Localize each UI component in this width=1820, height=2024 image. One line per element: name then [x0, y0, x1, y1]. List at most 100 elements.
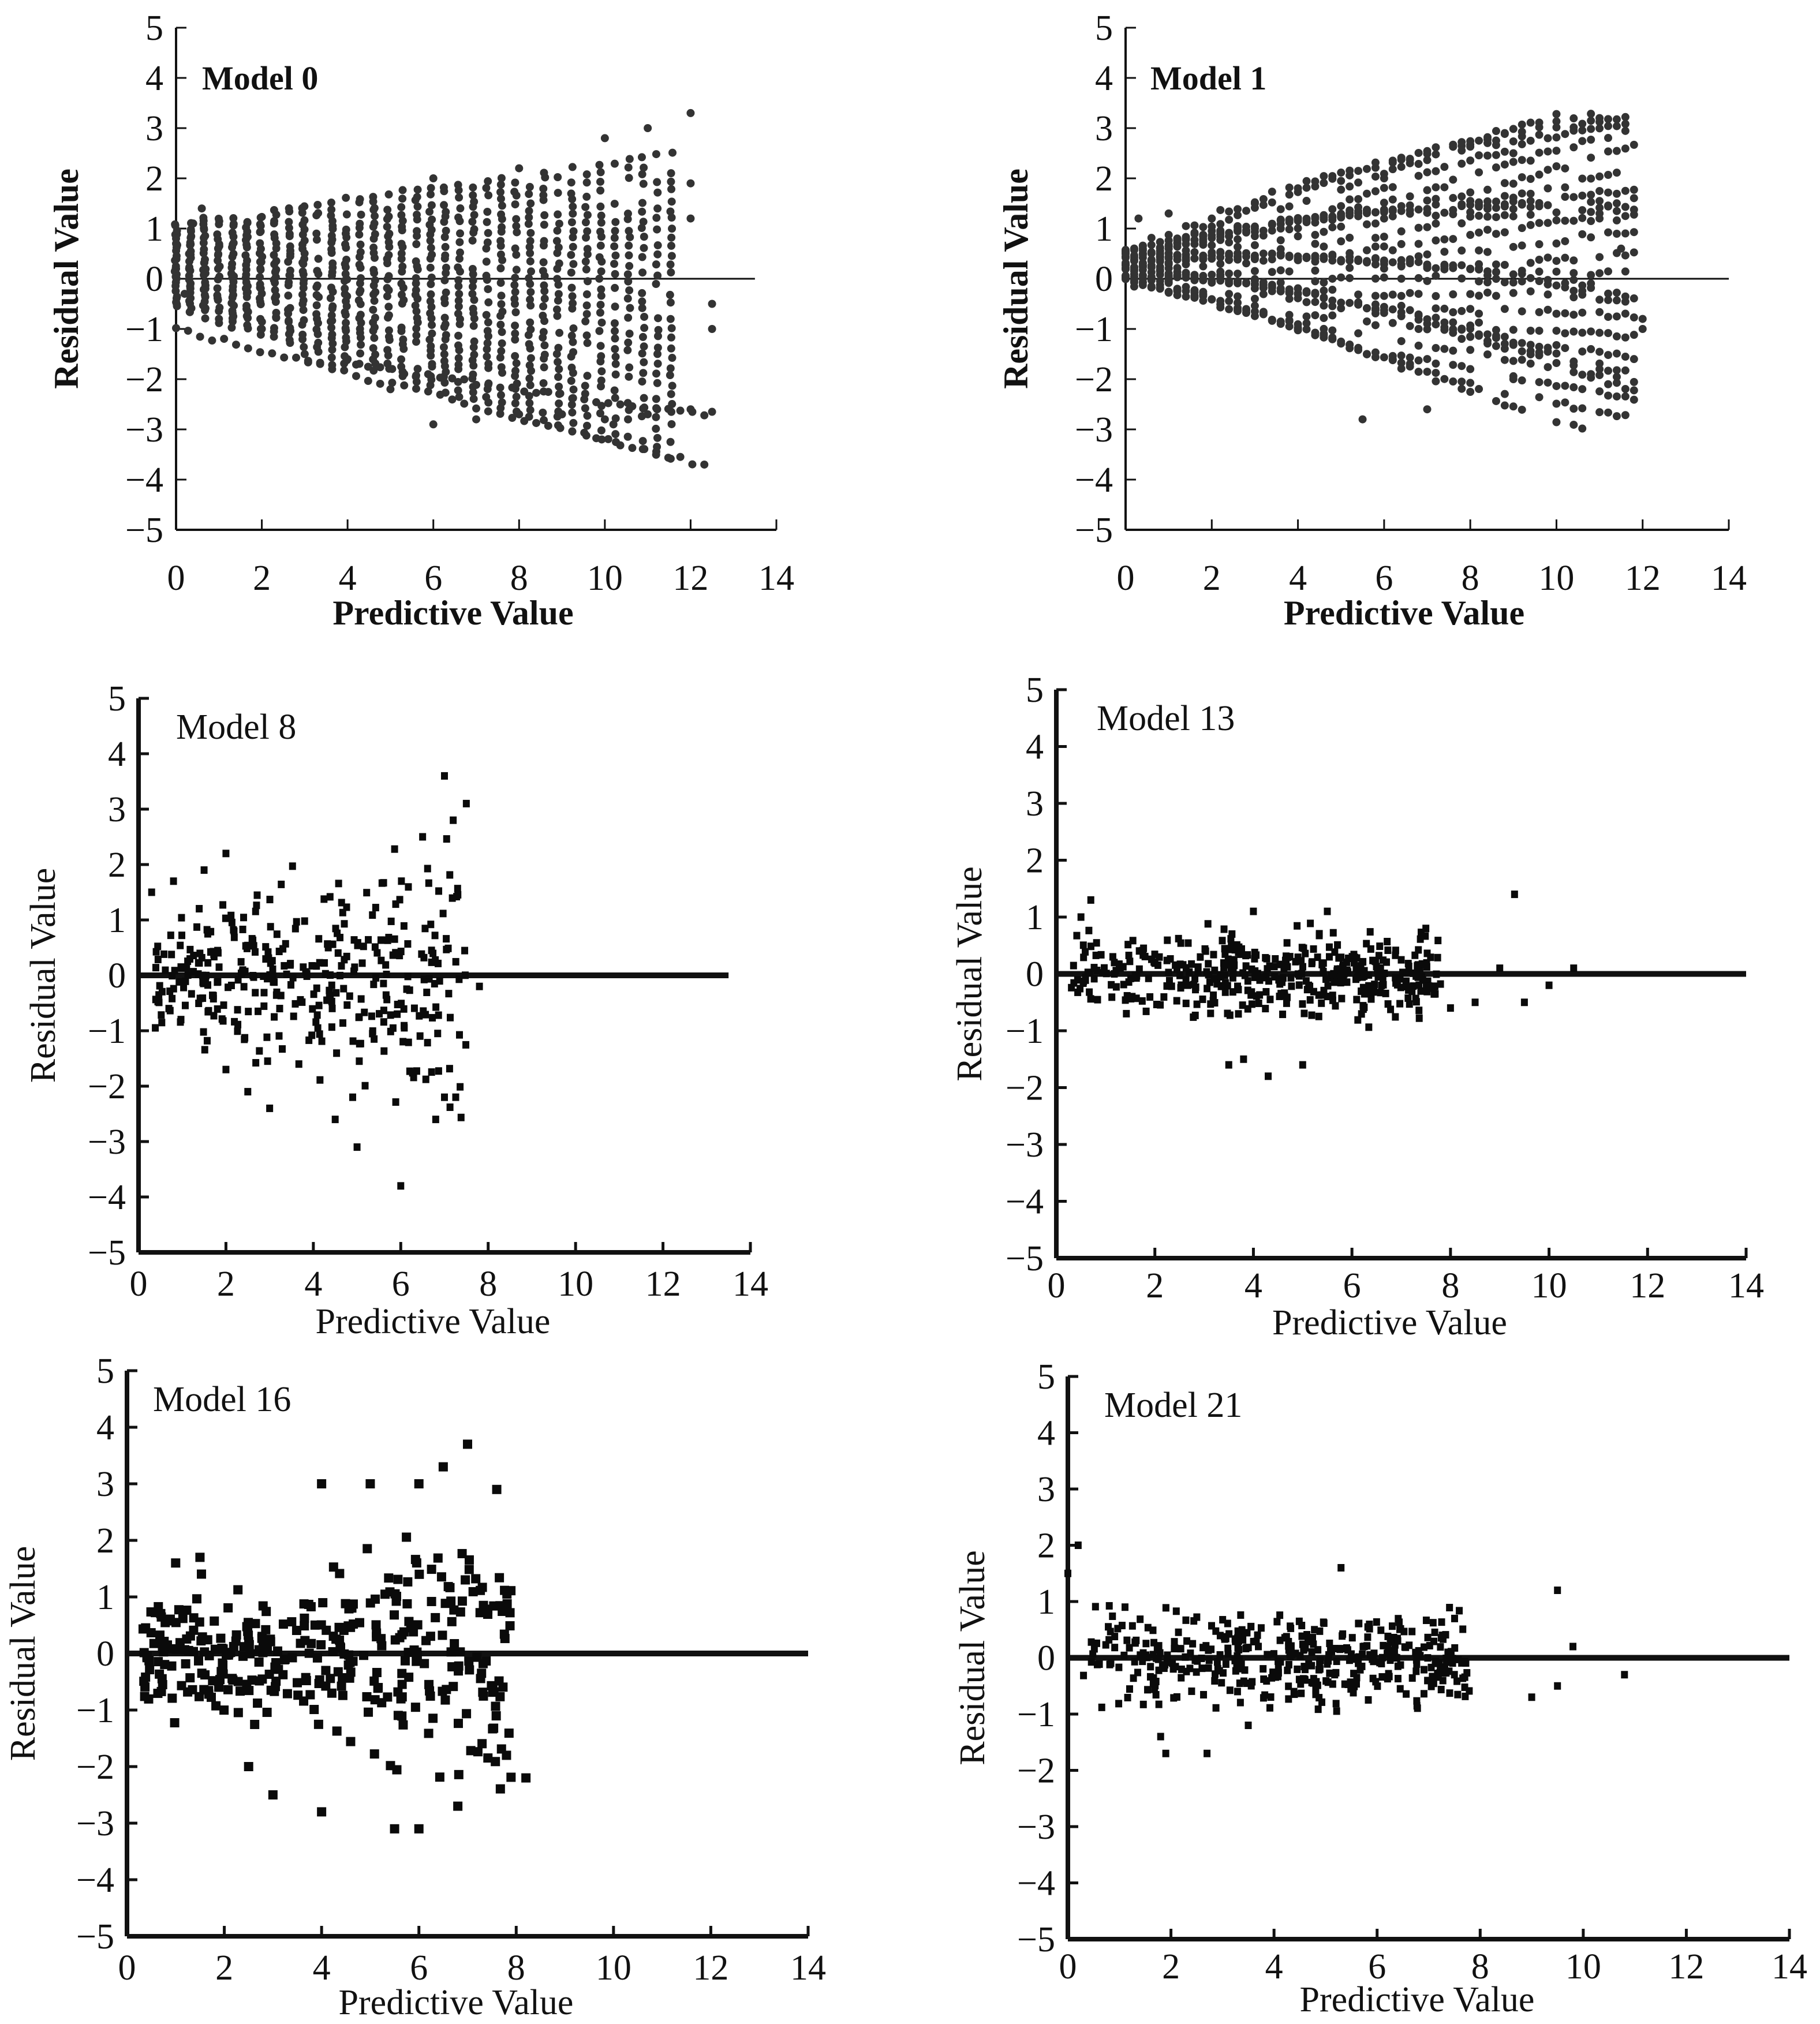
data-point [1587, 279, 1595, 288]
y-tick-label: 5 [145, 9, 163, 48]
data-point [313, 1719, 323, 1729]
data-point [1276, 266, 1285, 275]
data-point [271, 1658, 281, 1667]
data-point [200, 255, 209, 264]
data-point [215, 315, 223, 323]
data-point [1314, 953, 1321, 962]
data-point [1621, 333, 1630, 342]
data-point [1182, 1616, 1190, 1624]
data-point [201, 231, 210, 240]
data-point [189, 1625, 199, 1635]
data-point [1379, 976, 1387, 984]
data-point [397, 203, 406, 211]
data-point [1211, 966, 1219, 974]
data-point [427, 184, 435, 192]
data-point [1294, 922, 1301, 930]
data-point [1612, 332, 1621, 341]
data-point [316, 1620, 326, 1630]
data-point [483, 1610, 493, 1619]
data-point [369, 1749, 379, 1759]
data-point [1552, 399, 1561, 408]
data-point [435, 1011, 442, 1019]
data-point [1363, 246, 1371, 255]
data-point [1561, 193, 1569, 201]
data-point [469, 370, 477, 379]
data-point [1492, 268, 1500, 276]
data-point [455, 238, 464, 246]
x-tick-label: 12 [645, 1264, 681, 1304]
data-point [449, 1605, 459, 1615]
data-point [183, 963, 190, 971]
data-point [582, 170, 591, 179]
y-tick-label: −4 [88, 1178, 126, 1217]
data-point [1492, 136, 1500, 145]
data-point [498, 201, 506, 210]
data-point [581, 257, 590, 266]
data-point [597, 376, 606, 385]
data-point [1604, 329, 1612, 338]
data-point [270, 250, 278, 259]
data-point [1397, 956, 1405, 964]
data-point [439, 910, 447, 918]
data-point [1250, 241, 1259, 249]
data-point [544, 421, 552, 430]
data-point [1137, 1615, 1144, 1623]
data-point [472, 404, 480, 413]
data-point [1194, 967, 1202, 975]
data-point [405, 883, 412, 891]
data-point [624, 415, 633, 424]
data-point [340, 985, 347, 993]
data-point [554, 296, 562, 305]
data-point [1328, 311, 1337, 320]
data-point [1346, 249, 1354, 257]
data-point [370, 297, 379, 305]
data-point [428, 360, 436, 368]
data-point [1337, 212, 1346, 220]
data-point [244, 1686, 254, 1696]
data-point [460, 399, 469, 408]
data-point [439, 343, 448, 351]
y-tick-label: 1 [1037, 1582, 1055, 1622]
data-point [351, 963, 358, 971]
data-point [316, 959, 323, 967]
data-point [1250, 301, 1259, 310]
data-point [1337, 177, 1346, 185]
data-point [185, 263, 194, 272]
data-point [1310, 945, 1317, 953]
data-point [686, 179, 695, 188]
data-point [200, 245, 208, 253]
data-point [312, 1653, 322, 1663]
data-point [227, 323, 236, 332]
data-point [178, 931, 186, 940]
data-point [156, 982, 163, 990]
data-point [1544, 363, 1552, 372]
data-point [628, 402, 637, 410]
data-point [454, 263, 462, 272]
data-point [316, 1640, 326, 1649]
data-point [667, 252, 676, 260]
data-point [597, 426, 606, 435]
data-point [429, 1013, 436, 1022]
data-point [1415, 1007, 1423, 1015]
x-tick-label: 4 [1289, 559, 1307, 598]
data-point [1308, 959, 1316, 967]
data-point [611, 270, 619, 278]
data-point [498, 339, 506, 347]
data-point [401, 1022, 408, 1030]
data-point [383, 284, 391, 293]
data-point [1074, 1542, 1082, 1549]
data-point [540, 211, 549, 219]
data-point [1388, 290, 1397, 299]
data-point [1123, 992, 1131, 1000]
data-point [1354, 298, 1363, 307]
data-point [1285, 183, 1294, 192]
y-tick-label: −2 [125, 360, 163, 399]
data-point [666, 298, 675, 307]
data-point [327, 323, 336, 332]
data-point [569, 338, 577, 346]
data-point [1363, 257, 1371, 265]
data-point [1363, 164, 1371, 173]
data-point [1500, 160, 1509, 169]
data-point [341, 270, 350, 278]
data-point [470, 211, 479, 219]
